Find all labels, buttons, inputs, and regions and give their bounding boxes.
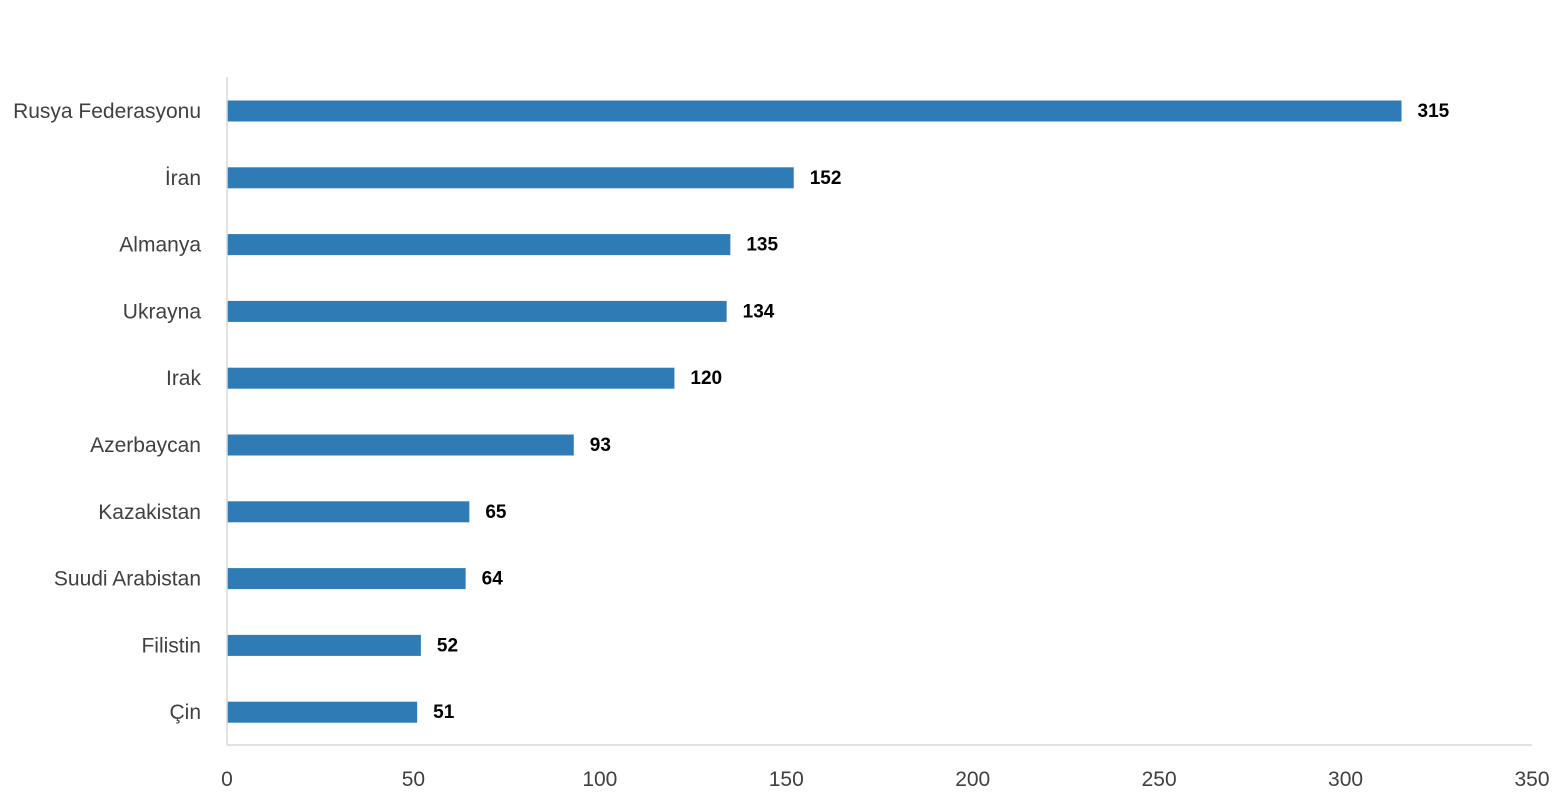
bar <box>227 501 470 523</box>
category-label: Rusya Federasyonu <box>13 100 201 123</box>
category-label: Suudi Arabistan <box>54 568 201 591</box>
category-label: Kazakistan <box>98 501 201 524</box>
category-labels: Rusya Federasyonu İran Almanya Ukrayna Irak A… <box>13 100 201 724</box>
category-label: İran <box>165 167 201 190</box>
tick-labels: 0 50 100 150 200 250 300 350 <box>221 768 1549 791</box>
data-label: 52 <box>437 635 458 656</box>
bar <box>227 568 466 590</box>
bar <box>227 100 1402 122</box>
x-tick-label: 100 <box>582 768 617 791</box>
category-label: Çin <box>169 701 201 724</box>
category-label: Filistin <box>141 634 201 657</box>
data-label: 152 <box>810 168 842 189</box>
data-label: 134 <box>743 301 775 322</box>
x-tick-label: 350 <box>1514 768 1549 791</box>
data-label: 135 <box>746 235 778 256</box>
x-tick-label: 0 <box>221 768 233 791</box>
bar <box>227 634 421 656</box>
data-label: 64 <box>482 569 504 590</box>
bar <box>227 234 731 256</box>
x-tick-label: 250 <box>1142 768 1177 791</box>
bar <box>227 701 418 723</box>
x-tick-label: 50 <box>402 768 425 791</box>
data-label: 51 <box>433 702 455 723</box>
x-tick-label: 300 <box>1328 768 1363 791</box>
bar <box>227 167 794 189</box>
category-label: Almanya <box>119 234 201 257</box>
category-label: Ukrayna <box>123 300 202 323</box>
data-label: 93 <box>590 435 611 456</box>
data-label: 315 <box>1418 101 1450 122</box>
data-label: 65 <box>485 502 507 523</box>
bar <box>227 367 675 389</box>
bar <box>227 300 727 322</box>
category-label: Irak <box>166 367 202 390</box>
bar <box>227 434 574 456</box>
axes <box>226 77 1532 746</box>
bars-layer <box>227 100 1402 723</box>
x-tick-label: 200 <box>955 768 990 791</box>
data-label: 120 <box>690 368 722 389</box>
x-tick-label: 150 <box>769 768 804 791</box>
category-label: Azerbaycan <box>90 434 201 457</box>
value-labels: 315 152 135 134 120 93 65 64 52 51 <box>433 101 1449 723</box>
